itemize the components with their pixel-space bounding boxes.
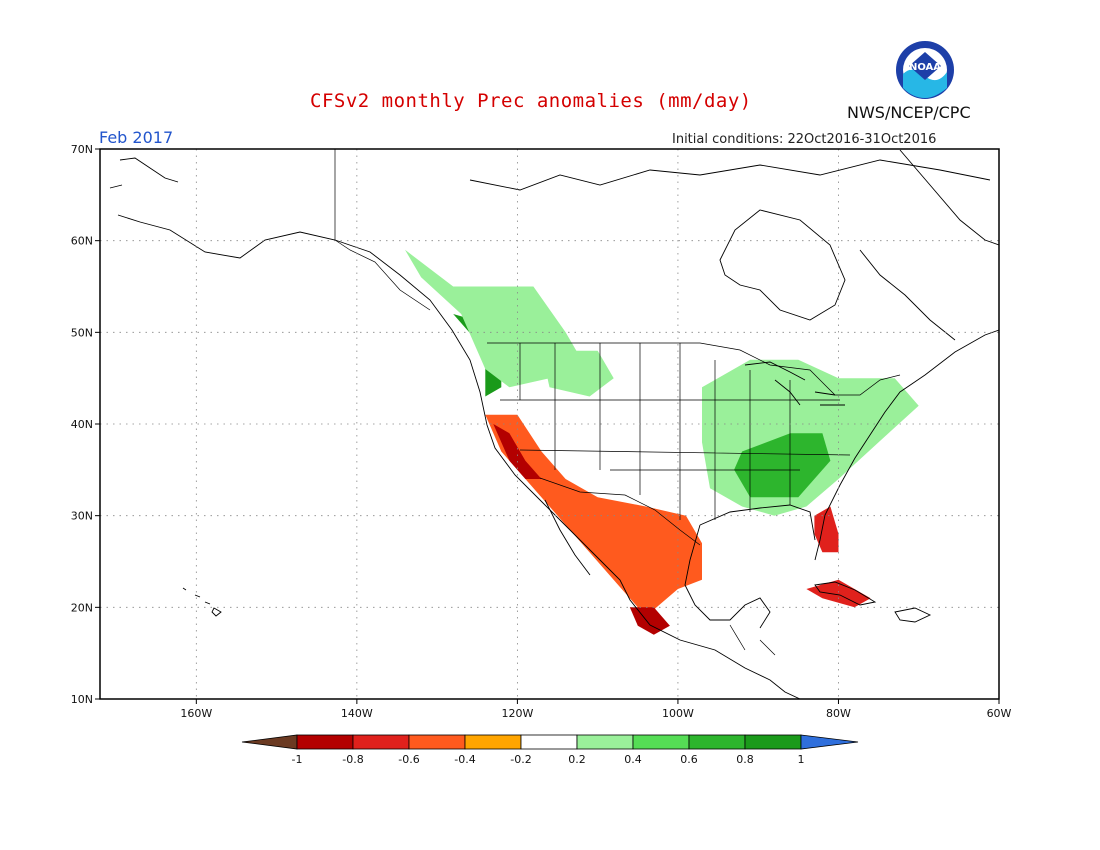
lon-label-60W: 60W <box>987 707 1012 720</box>
noaa-logo-text: NOAA <box>909 62 941 73</box>
colorbar-box-7 <box>632 734 690 750</box>
colorbar-label: 0.8 <box>736 753 754 766</box>
gulf-north-coast <box>699 504 816 541</box>
baja-peninsula <box>544 499 591 576</box>
colorbar-box-2 <box>352 734 410 750</box>
region-sw-mexico-very-dry <box>629 607 670 635</box>
political-borders <box>334 149 901 656</box>
colorbar-box-9 <box>744 734 802 750</box>
region-bc-alaska-wet <box>405 249 582 388</box>
hispaniola <box>894 607 932 623</box>
lon-label-80W: 80W <box>826 707 851 720</box>
map-frame <box>99 148 1000 700</box>
region-ohio-tennessee-wet <box>734 433 831 498</box>
us-state-lines <box>500 343 851 520</box>
colorbar-arrow-high <box>800 734 859 750</box>
alaska-canada-border <box>334 149 431 311</box>
cuba <box>814 581 877 606</box>
region-california-dry <box>485 414 702 617</box>
lat-label-10N: 10N <box>71 693 93 706</box>
anomaly-regions <box>405 249 919 635</box>
lon-label-160W: 160W <box>180 707 212 720</box>
region-cuba-dry <box>806 579 871 608</box>
lat-label-20N: 20N <box>71 601 93 614</box>
colorbar: -1 -0.8 -0.6 -0.4 -0.2 0.2 0.4 0.6 0.8 1 <box>241 734 859 766</box>
lat-label-50N: 50N <box>71 326 93 339</box>
colorbar-label: -0.2 <box>510 753 531 766</box>
hudson-bay <box>719 209 846 321</box>
us-mexico-border <box>539 477 701 546</box>
chart-title: CFSv2 monthly Prec anomalies (mm/day) <box>310 90 752 112</box>
bering-islands <box>109 157 179 189</box>
region-florida-dry <box>814 506 839 553</box>
agency-label: NWS/NCEP/CPC <box>847 103 971 122</box>
colorbar-box-8 <box>688 734 746 750</box>
north-america-coastline <box>117 214 801 699</box>
region-california-coast-very-dry <box>493 424 542 479</box>
arctic-islands <box>469 159 991 191</box>
axis-ticks: 70N 60N 50N 40N 30N 20N 10N 160W 140W 120W 100W 80W… <box>71 143 1012 720</box>
forecast-month: Feb 2017 <box>99 128 174 147</box>
greenland-edge <box>899 149 999 246</box>
central-america-borders <box>729 624 776 656</box>
colorbar-label: 0.2 <box>568 753 586 766</box>
colorbar-box-5 <box>520 734 578 750</box>
lat-label-40N: 40N <box>71 418 93 431</box>
colorbar-label: -0.6 <box>398 753 419 766</box>
gulf-coast <box>684 524 771 629</box>
region-northern-rockies-wet <box>541 350 614 397</box>
colorbar-label: 1 <box>798 753 805 766</box>
colorbar-arrow-low <box>241 734 298 750</box>
lat-label-70N: 70N <box>71 143 93 156</box>
hawaii-islands <box>182 587 222 617</box>
lon-label-120W: 120W <box>501 707 533 720</box>
coastlines <box>109 149 999 699</box>
lon-label-100W: 100W <box>662 707 694 720</box>
colorbar-label: 0.4 <box>624 753 642 766</box>
lat-label-60N: 60N <box>71 235 93 248</box>
colorbar-label: -1 <box>292 753 303 766</box>
gulf-east-coastline <box>814 329 999 561</box>
lon-label-140W: 140W <box>341 707 373 720</box>
colorbar-box-4 <box>464 734 522 750</box>
colorbar-box-1 <box>296 734 354 750</box>
colorbar-label: 0.6 <box>680 753 698 766</box>
colorbar-label: -0.4 <box>454 753 475 766</box>
lat-lon-grid <box>100 149 999 699</box>
us-canada-border <box>487 342 901 396</box>
lat-label-30N: 30N <box>71 510 93 523</box>
initial-conditions: Initial conditions: 22Oct2016-31Oct2016 <box>672 132 937 147</box>
labrador-coast <box>859 249 956 341</box>
colorbar-label: -0.8 <box>342 753 363 766</box>
colorbar-box-6 <box>576 734 634 750</box>
colorbar-box-3 <box>408 734 466 750</box>
noaa-logo: NOAA <box>896 41 954 99</box>
